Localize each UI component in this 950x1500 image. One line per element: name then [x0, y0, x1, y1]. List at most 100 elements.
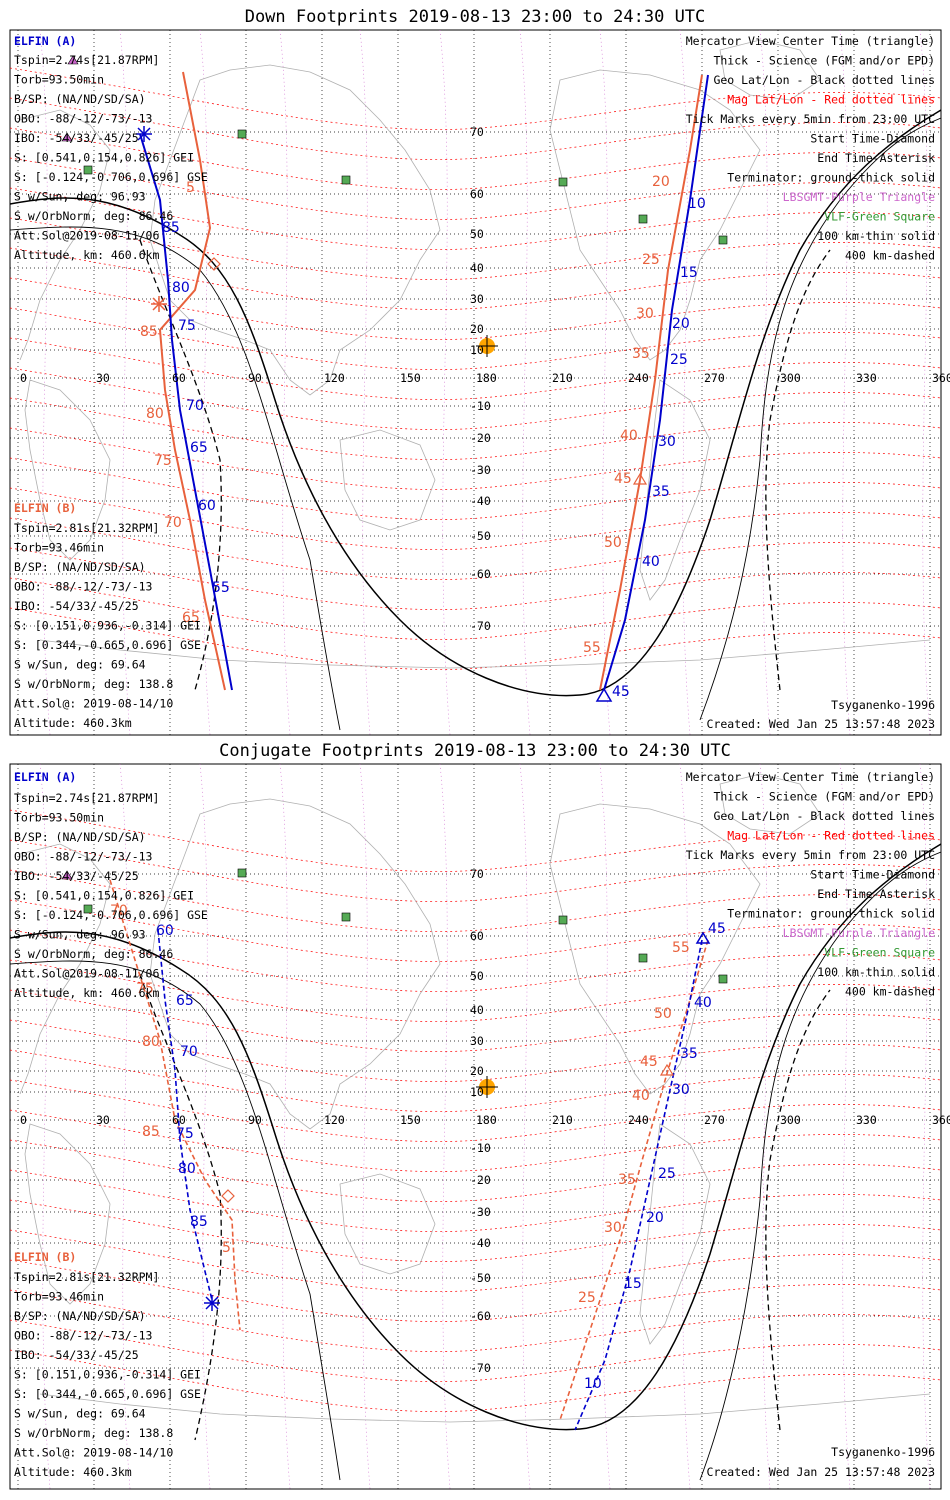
terminator-100km: [10, 960, 341, 1481]
start-time-diamond: [221, 1189, 235, 1203]
model-label: Tsyganenko-1996: [831, 698, 935, 712]
lat-tick-label: -10: [470, 1141, 491, 1155]
lon-tick-label: 270: [704, 371, 725, 385]
elfin-b-time-label: 50: [604, 535, 622, 551]
lat-tick-label: -20: [470, 431, 491, 445]
elfin-a-time-label: 65: [190, 440, 208, 456]
lon-tick-label: 180: [476, 1113, 497, 1127]
terminator-100km-east: [699, 117, 941, 721]
terminator-100km: [10, 226, 341, 731]
legend-entry: LBSGMT-Purple Triangle: [783, 190, 935, 204]
lat-tick-label: 20: [470, 1064, 484, 1078]
lat-tick-label: 50: [470, 969, 484, 983]
lat-tick-label: -60: [470, 1309, 491, 1323]
created-label: Created: Wed Jan 25 13:57:48 2023: [707, 1465, 936, 1479]
mag-lon-curve: [839, 764, 851, 1489]
terminator-line: [10, 843, 941, 1431]
terminator-line: [10, 109, 941, 697]
mag-lon-curve: [279, 764, 291, 1489]
lon-tick-label: 300: [780, 371, 801, 385]
lon-tick-label: 90: [248, 371, 262, 385]
track-time-labels: 8580757065605510152025303540455858075706…: [140, 174, 706, 700]
elfin-b-time-label: 75: [136, 981, 154, 997]
lon-tick-label: 360: [932, 1113, 950, 1127]
axis-tick-labels: 0 30 60 90 120 150 180 210 240 270 300 330 360 70 60 50…: [20, 867, 950, 1375]
elfin-a-track-west: [157, 929, 213, 1301]
mag-lon-curve: [359, 764, 371, 1489]
elfin-a-info-line: S w/OrbNorm, deg: 86.46: [14, 947, 173, 961]
lat-tick-label: -70: [470, 619, 491, 633]
lon-tick-label: 360: [932, 371, 950, 385]
legend-entry: Geo Lat/Lon - Black dotted lines: [713, 809, 935, 823]
elfin-b-time-label: 55: [583, 640, 601, 656]
elfin-b-time-label: 25: [642, 252, 660, 268]
elfin-b-time-label: 35: [632, 346, 650, 362]
elfin-b-time-label: 30: [604, 1220, 622, 1236]
elfin-a-track-east: [603, 74, 709, 691]
elfin-b-info-line: Tspin=2.81s[21.32RPM]: [14, 521, 159, 535]
mag-lon-curve: [199, 764, 211, 1489]
elfin-a-time-label: 65: [176, 993, 194, 1009]
mag-lon-curve: [599, 764, 611, 1489]
elfin-a-info-line: S: [-0.124,-0.706,0.696] GSE: [14, 908, 208, 922]
elfin-a-info-line: S: [0.541,0.154,0.826] GEI: [14, 151, 194, 165]
elfin-a-info-line: B/SP: (NA/ND/SD/SA): [14, 92, 146, 106]
elfin-b-time-label: 50: [654, 1006, 672, 1022]
elfin-a-info-line: Tspin=2.74s[21.87RPM]: [14, 53, 159, 67]
sun-icon: [476, 335, 498, 357]
legend-entry: Geo Lat/Lon - Black dotted lines: [713, 73, 935, 87]
elfin-a-time-label: 10: [688, 196, 706, 212]
elfin-a-track-east: [574, 939, 703, 1431]
lat-tick-label: 20: [470, 322, 484, 336]
elfin-a-time-label: 15: [624, 1276, 642, 1292]
legend-entry: Thick - Science (FGM and/or EPD): [713, 54, 935, 68]
elfin-b-info-line: Torb=93.46min: [14, 541, 104, 555]
elfin-b-time-label: 80: [146, 406, 164, 422]
terminator-400km-east: [765, 249, 831, 691]
lon-tick-label: 60: [172, 371, 186, 385]
elfin-b-title: ELFIN (B): [14, 1250, 76, 1264]
lon-tick-label: 150: [400, 1113, 421, 1127]
elfin-b-time-label: 20: [652, 174, 670, 190]
mag-grid: [10, 30, 941, 735]
lat-tick-label: -50: [470, 529, 491, 543]
legend-entry: 100 km-thin solid: [817, 229, 935, 243]
lat-tick-label: -40: [470, 1236, 491, 1250]
mag-lon-curve: [839, 30, 851, 735]
legend-entry: VLF-Green Square: [824, 210, 935, 224]
elfin-a-info: Tspin=2.74s[21.87RPM] Torb=93.50min B/SP: …: [14, 53, 208, 262]
elfin-b-info-line: S w/Sun, deg: 69.64: [14, 1407, 146, 1421]
legend-entry: Start Time-Diamond: [810, 132, 935, 146]
lon-tick-label: 330: [856, 1113, 877, 1127]
legend-entry: 400 km-dashed: [845, 985, 935, 999]
elfin-a-time-label: 40: [694, 995, 712, 1011]
elfin-a-time-label: 75: [178, 318, 196, 334]
center-time-triangle-a: [595, 687, 613, 702]
legend-entry: Mercator View Center Time (triangle): [686, 34, 935, 48]
elfin-b-time-label: 30: [636, 306, 654, 322]
lat-tick-label: 60: [470, 187, 484, 201]
lon-tick-label: 210: [552, 371, 573, 385]
lat-tick-label: 70: [470, 867, 484, 881]
elfin-b-time-label: 45: [640, 1054, 658, 1070]
legend-entry: VLF-Green Square: [824, 946, 935, 960]
legend-entry: End Time-Asterisk: [817, 887, 935, 901]
end-time-asterisk: [204, 1295, 220, 1311]
lon-tick-label: 120: [324, 371, 345, 385]
lat-tick-label: -10: [470, 399, 491, 413]
elfin-b-info-line: S: [0.151,0.936,-0.314] GEI: [14, 619, 201, 633]
elfin-a-info-line: S: [0.541,0.154,0.826] GEI: [14, 889, 194, 903]
lat-tick-label: -60: [470, 567, 491, 581]
elfin-a-info-line: Torb=93.50min: [14, 73, 104, 87]
elfin-b-time-label: 35: [618, 1172, 636, 1188]
elfin-b-info-line: Att.Sol@: 2019-08-14/10: [14, 1446, 173, 1460]
elfin-b-info-line: Altitude: 460.3km: [14, 1465, 132, 1479]
lon-tick-label: 120: [324, 1113, 345, 1127]
elfin-a-info: Tspin=2.74s[21.87RPM] Torb=93.50min B/SP: …: [14, 791, 208, 1000]
elfin-a-info-line: S w/OrbNorm, deg: 86.46: [14, 209, 173, 223]
lon-tick-label: 0: [20, 1113, 27, 1127]
lon-tick-label: 30: [96, 371, 110, 385]
elfin-b-info-line: S: [0.344,-0.665,0.696] GSE: [14, 1387, 201, 1401]
elfin-a-time-label: 85: [190, 1214, 208, 1230]
